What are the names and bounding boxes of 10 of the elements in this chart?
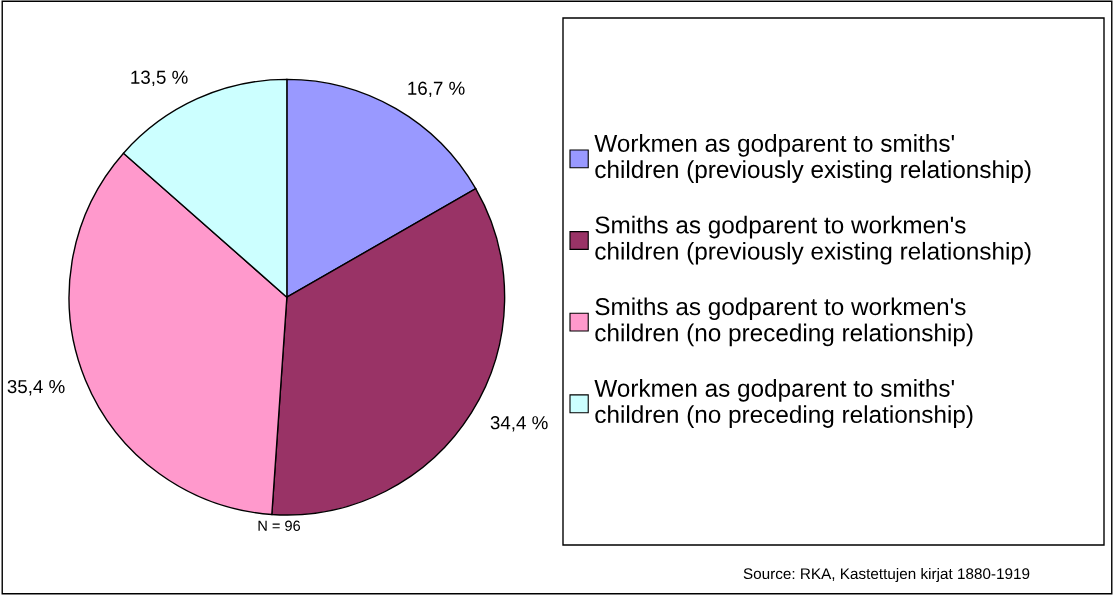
data-label: 35,4 %	[7, 379, 65, 396]
source-note: Source: RKA, Kastettujen kirjat 1880-1919	[743, 567, 1030, 583]
legend-label: Workmen as godparent to smiths' children (no preceding relationship)	[594, 379, 973, 428]
data-label: 16,7 %	[408, 81, 465, 98]
data-label: 13,5 %	[131, 70, 188, 87]
legend-label: Smiths as godparent to workmen's children (previously existing relationship)	[595, 215, 1031, 265]
data-label: 34,4 %	[490, 416, 548, 432]
text: N = 96	[258, 520, 301, 531]
legend-label: Workmen as godparent to smiths' children (previously existing relationship)	[594, 134, 1031, 183]
legend-label: Smiths as godparent to workmen's children (no preceding relationship)	[595, 297, 973, 347]
